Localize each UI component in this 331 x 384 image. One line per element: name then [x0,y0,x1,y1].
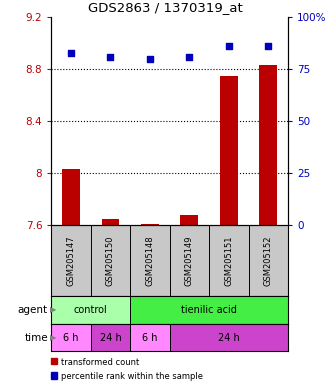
Text: 24 h: 24 h [100,333,121,343]
Text: 6 h: 6 h [63,333,79,343]
Bar [91,324,130,351]
Text: ▶: ▶ [50,333,56,342]
Bar [220,76,238,225]
Text: GDS2863 / 1370319_at: GDS2863 / 1370319_at [88,1,243,14]
Point [147,56,153,62]
Bar [180,215,198,225]
Text: GSM205149: GSM205149 [185,235,194,286]
Text: GSM205148: GSM205148 [145,235,155,286]
Text: agent: agent [18,305,48,315]
Text: tienilic acid: tienilic acid [181,305,237,315]
Bar [130,296,288,324]
Bar [169,324,288,351]
Bar [130,324,169,351]
Text: GSM205152: GSM205152 [264,235,273,286]
Point [265,43,271,50]
Text: 6 h: 6 h [142,333,158,343]
Text: transformed count: transformed count [61,358,139,367]
Text: ▶: ▶ [50,305,56,314]
Point [69,50,74,56]
Bar [141,224,159,225]
Text: control: control [74,305,108,315]
Point [187,54,192,60]
Text: GSM205151: GSM205151 [224,235,233,286]
Text: 24 h: 24 h [218,333,240,343]
Bar [102,218,119,225]
Point [108,54,113,60]
Text: time: time [24,333,48,343]
Bar [62,169,80,225]
Bar [51,324,91,351]
Bar [51,296,130,324]
Bar [260,65,277,225]
Text: percentile rank within the sample: percentile rank within the sample [61,372,203,381]
Text: GSM205147: GSM205147 [67,235,75,286]
Point [226,43,231,50]
Text: GSM205150: GSM205150 [106,235,115,286]
